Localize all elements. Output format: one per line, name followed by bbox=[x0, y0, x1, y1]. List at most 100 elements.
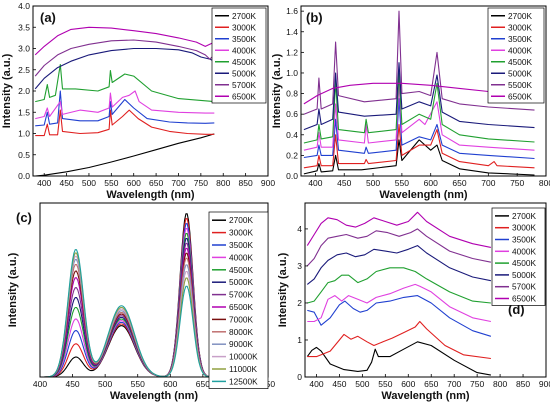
legend-label-8000K: 8000K bbox=[229, 327, 253, 337]
x-tick-label: 600 bbox=[127, 178, 141, 188]
y-tick-label: 1.0 bbox=[18, 129, 30, 139]
y-tick-label: 4 bbox=[297, 224, 302, 234]
x-tick-label: 600 bbox=[163, 379, 177, 389]
series-group bbox=[306, 211, 492, 376]
y-tick-label: 1.0 bbox=[286, 68, 298, 78]
y-tick-label: 0.8 bbox=[286, 89, 298, 99]
x-tick-label: 400 bbox=[308, 178, 322, 188]
series-group bbox=[34, 26, 215, 176]
legend-label-5000K: 5000K bbox=[229, 277, 253, 287]
x-tick-label: 450 bbox=[65, 379, 79, 389]
legend-label-9000K: 9000K bbox=[229, 339, 253, 349]
x-tick-label: 550 bbox=[131, 379, 145, 389]
x-tick-label: 400 bbox=[37, 178, 51, 188]
legend-label-3000K: 3000K bbox=[508, 22, 532, 32]
x-tick-label: 600 bbox=[424, 178, 438, 188]
y-tick-label: 3 bbox=[297, 261, 302, 271]
series-line-4500K bbox=[35, 64, 215, 103]
y-tick-label: 1.6 bbox=[286, 6, 298, 16]
legend-label-5500K: 5500K bbox=[508, 80, 532, 90]
x-tick-label: 900 bbox=[539, 379, 550, 389]
y-tick-label: 2.5 bbox=[18, 65, 30, 75]
legend-label-3000K: 3000K bbox=[512, 223, 536, 233]
panel-label: (a) bbox=[40, 10, 56, 25]
x-tick-label: 700 bbox=[481, 178, 495, 188]
legend-label-6500K: 6500K bbox=[232, 91, 256, 101]
x-tick-label: 450 bbox=[337, 178, 351, 188]
x-tick-label: 650 bbox=[424, 379, 438, 389]
series-line-6500K bbox=[34, 26, 215, 56]
series-line-5700K bbox=[34, 39, 215, 77]
x-tick-label: 500 bbox=[98, 379, 112, 389]
legend-label-3000K: 3000K bbox=[232, 22, 256, 32]
x-tick-label: 850 bbox=[239, 178, 253, 188]
legend-label-5000K: 5000K bbox=[508, 68, 532, 78]
series-line-5500K bbox=[303, 10, 535, 115]
legend-label-2700K: 2700K bbox=[232, 11, 256, 21]
y-axis-title: Intensity (a.u.) bbox=[1, 53, 13, 128]
legend-label-2700K: 2700K bbox=[229, 215, 253, 225]
series-line-6500K bbox=[303, 82, 535, 105]
x-axis-title: Wavelength (nm) bbox=[110, 390, 199, 402]
x-tick-label: 750 bbox=[510, 178, 524, 188]
y-tick-label: 0.0 bbox=[18, 171, 30, 181]
legend-label-3500K: 3500K bbox=[508, 34, 532, 44]
legend-label-7000K: 7000K bbox=[229, 314, 253, 324]
x-tick-label: 800 bbox=[539, 178, 550, 188]
legend-label-3000K: 3000K bbox=[229, 228, 253, 238]
panel-d: 400 450 500 550 600 650 700 750 800 850 900 0 1 2 3 4 Wa… bbox=[277, 202, 550, 402]
y-tick-label: 0 bbox=[297, 372, 302, 382]
legend-label-6500K: 6500K bbox=[512, 294, 536, 304]
legend-label-10000K: 10000K bbox=[229, 352, 258, 362]
legend-label-2700K: 2700K bbox=[508, 11, 532, 21]
x-tick-label: 500 bbox=[355, 379, 369, 389]
x-tick-label: 750 bbox=[194, 178, 208, 188]
legend-label-4500K: 4500K bbox=[232, 57, 256, 67]
x-axis-title: Wavelength (nm) bbox=[106, 189, 195, 201]
y-tick-label: 0.6 bbox=[286, 109, 298, 119]
y-tick-label: 1.4 bbox=[286, 27, 298, 37]
x-tick-label: 400 bbox=[33, 379, 47, 389]
legend-label-6500K: 6500K bbox=[229, 302, 253, 312]
legend-label-5700K: 5700K bbox=[232, 80, 256, 90]
y-tick-label: 1 bbox=[297, 335, 302, 345]
x-axis-title: Wavelength (nm) bbox=[379, 189, 468, 201]
legend-box bbox=[487, 7, 545, 104]
legend-label-2700K: 2700K bbox=[512, 211, 536, 221]
legend-label-3500K: 3500K bbox=[232, 34, 256, 44]
series-line-5000K bbox=[303, 62, 535, 131]
x-tick-label: 450 bbox=[332, 379, 346, 389]
x-tick-label: 400 bbox=[309, 379, 323, 389]
series-line-4000K bbox=[303, 82, 535, 151]
series-line-2700K bbox=[35, 133, 215, 176]
panel-label: (b) bbox=[306, 10, 323, 25]
series-line-4000K bbox=[35, 90, 215, 120]
legend-label-4500K: 4500K bbox=[508, 57, 532, 67]
legend-label-11000K: 11000K bbox=[229, 364, 257, 374]
series-line-3500K bbox=[35, 90, 215, 127]
legend-label-4000K: 4000K bbox=[508, 45, 532, 55]
series-line-3000K bbox=[307, 320, 491, 360]
panel-label: (c) bbox=[16, 210, 32, 225]
legend-label-12500K: 12500K bbox=[229, 376, 258, 386]
y-axis-title: Intensity (a.u.) bbox=[7, 252, 19, 327]
y-tick-label: 0.5 bbox=[18, 150, 30, 160]
x-tick-label: 800 bbox=[216, 178, 230, 188]
series-line-3500K bbox=[303, 98, 535, 160]
x-tick-label: 500 bbox=[366, 178, 380, 188]
series-line-6500K bbox=[306, 211, 492, 248]
panel-b: 400 450 500 550 600 650 700 750 800 0.0 0.2 0.4 0.6 0… bbox=[271, 5, 550, 201]
legend-label-6500K: 6500K bbox=[508, 91, 532, 101]
x-tick-label: 700 bbox=[171, 178, 185, 188]
series-line-2700K bbox=[303, 139, 535, 176]
legend-box bbox=[208, 211, 269, 389]
legend-box bbox=[211, 7, 267, 104]
y-tick-label: 1.2 bbox=[286, 47, 298, 57]
x-tick-label: 550 bbox=[378, 379, 392, 389]
x-tick-label: 850 bbox=[516, 379, 530, 389]
panel-c: 400450500550600650700750Wavelength (nm)I… bbox=[7, 202, 275, 402]
y-tick-label: 0.2 bbox=[286, 150, 298, 160]
legend-label-4500K: 4500K bbox=[229, 265, 253, 275]
series-group bbox=[303, 10, 535, 176]
x-tick-label: 650 bbox=[149, 178, 163, 188]
